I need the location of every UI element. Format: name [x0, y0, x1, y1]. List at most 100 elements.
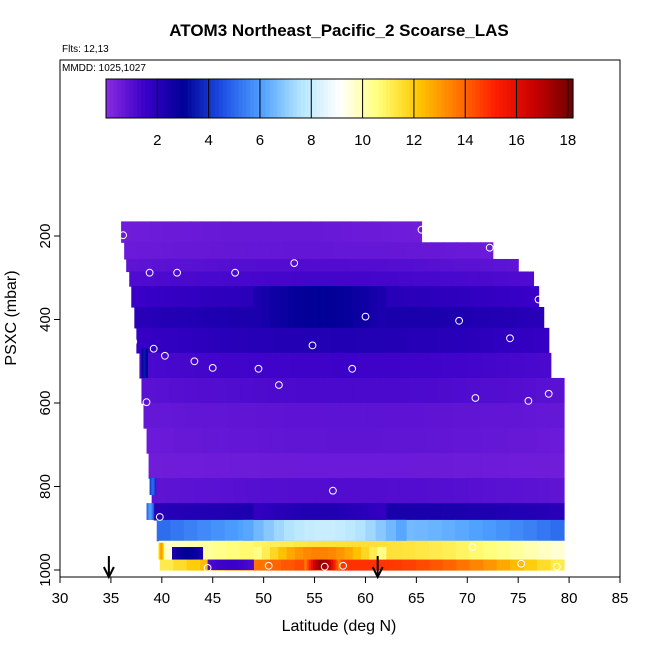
heat-cell [185, 242, 199, 260]
heat-cell [468, 519, 484, 542]
heat-hotspot-cell [191, 547, 194, 560]
colorbar-swatch [358, 79, 364, 118]
heat-cell [456, 559, 471, 571]
heat-cell [321, 221, 332, 243]
heat-hotspot-cell [185, 547, 188, 560]
heat-cell [369, 242, 383, 260]
heat-hotspot-cell [198, 547, 202, 560]
heat-cell [162, 453, 177, 479]
heat-cell [481, 478, 496, 504]
heat-cell [191, 221, 202, 243]
heat-cell [549, 377, 565, 404]
colorbar-swatch [207, 79, 212, 118]
heat-cell [296, 258, 310, 273]
heat-cell [180, 352, 195, 379]
heat-cell [523, 559, 538, 571]
heat-cell [134, 306, 149, 329]
colorbar-swatch [557, 79, 562, 118]
heat-cell [196, 271, 211, 287]
heat-cell [316, 478, 331, 504]
heat-hotspot-cell [352, 547, 362, 560]
heat-cell [153, 503, 168, 521]
colorbar-swatch [526, 79, 531, 118]
colorbar-swatch [281, 79, 286, 118]
heat-cell [519, 271, 535, 287]
heat-cell [468, 352, 483, 379]
heat-cell [397, 453, 413, 479]
heat-cell [506, 271, 521, 287]
heat-cell [210, 271, 225, 287]
heat-cell [493, 271, 508, 287]
heat-cell [356, 327, 371, 354]
heat-cell [467, 478, 483, 504]
heat-cell [317, 352, 332, 379]
heat-cell [454, 503, 469, 521]
heat-cell [372, 352, 387, 379]
heat-cell [385, 271, 400, 287]
colorbar-swatch [331, 79, 337, 118]
heat-cell [314, 453, 330, 479]
sample-point [308, 341, 317, 350]
heat-hotspot-cell [345, 519, 356, 541]
heat-cell [222, 503, 237, 521]
heat-cell [254, 377, 269, 404]
heat-cell [480, 453, 496, 479]
heat-hotspot-cell [317, 557, 321, 570]
heat-hotspot-cell [250, 559, 254, 570]
heat-cell [536, 519, 552, 542]
heat-cell [361, 559, 376, 571]
colorbar-swatch [187, 79, 193, 118]
heat-hotspot-cell [247, 559, 252, 570]
heat-cell [311, 221, 322, 243]
heat-cell [131, 221, 142, 243]
colorbar-swatch [397, 79, 403, 118]
heat-cell [177, 327, 192, 354]
heat-cell [338, 377, 354, 404]
chart-title: ATOM3 Northeast_Pacific_2 Scoarse_LAS [169, 21, 509, 40]
sample-point [145, 268, 154, 277]
heat-cell [290, 352, 305, 379]
heat-hotspot-cell [375, 519, 387, 541]
heat-cell [291, 221, 302, 243]
heat-cell [442, 540, 457, 561]
heat-cell [174, 428, 189, 454]
heat-cell [481, 503, 497, 521]
heat-hotspot-cell [377, 286, 387, 328]
heat-cell [426, 478, 441, 504]
heat-cell [231, 221, 242, 243]
heat-cell [535, 403, 551, 429]
heat-cell [386, 503, 401, 521]
heat-hotspot-cell [324, 519, 336, 541]
heat-cell [505, 258, 519, 273]
heat-hotspot-cell [319, 503, 329, 520]
heat-cell [147, 306, 163, 329]
plot-frame [59, 59, 621, 578]
heat-cell [251, 221, 262, 243]
heat-hotspot-cell [308, 557, 312, 570]
heat-hotspot-cell [306, 557, 310, 570]
heat-cell [509, 540, 525, 561]
y-tick-label: 1000 [37, 553, 54, 586]
heat-cell [216, 306, 231, 329]
colorbar-swatch [541, 79, 547, 118]
heat-cell [415, 559, 430, 571]
colorbar-swatch [156, 79, 162, 118]
heat-cell [325, 403, 341, 429]
heat-cell [358, 352, 374, 379]
heat-cell [511, 286, 526, 308]
heat-hotspot-cell [314, 519, 326, 541]
heat-cell [454, 352, 470, 379]
colorbar-swatch [530, 79, 535, 118]
heat-hotspot-cell [172, 547, 175, 560]
heat-cell [167, 503, 182, 521]
heat-cell [185, 286, 200, 308]
heat-cell [246, 327, 261, 354]
heat-hotspot-cell [303, 503, 312, 520]
colorbar-swatch [460, 79, 465, 118]
heat-cell [478, 258, 493, 273]
heat-cell [466, 428, 482, 454]
heat-cell [496, 559, 511, 571]
heat-cell [159, 559, 174, 571]
colorbar-tick-label: 8 [307, 132, 315, 149]
